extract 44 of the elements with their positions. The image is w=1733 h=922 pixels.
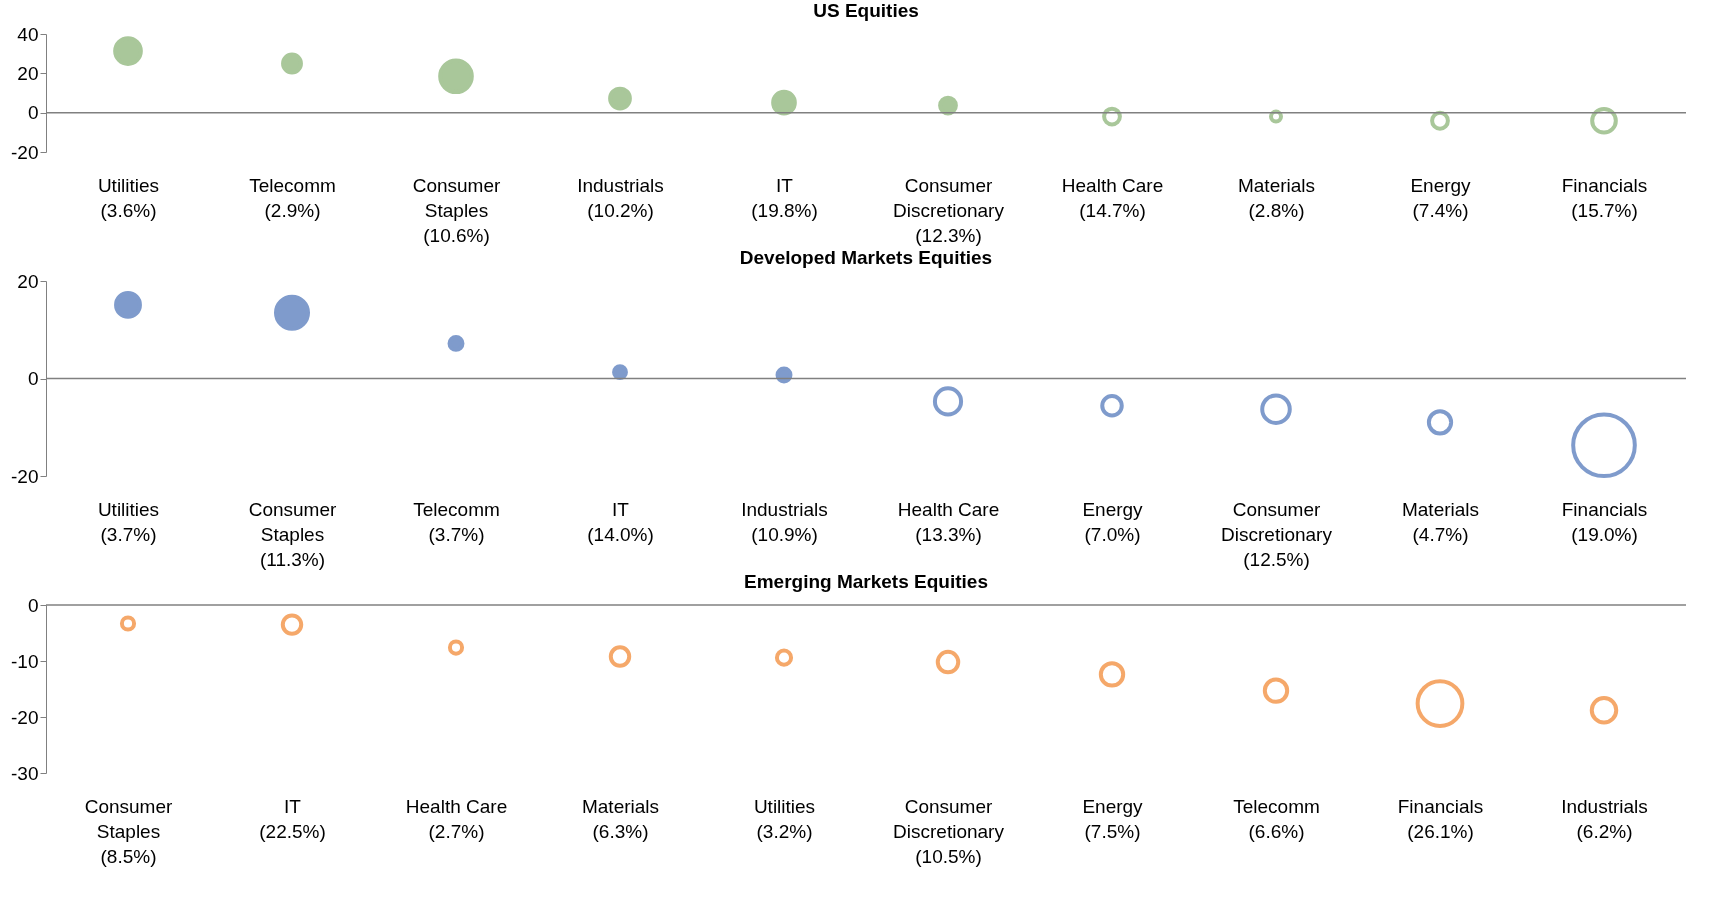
x-tick-label: Utilities (3.7%)	[97, 498, 160, 545]
x-tick-label: IT (14.0%)	[587, 498, 654, 545]
x-tick-label: Energy (7.0%)	[1082, 498, 1144, 545]
x-tick-label: Consumer Discretionary (10.5%)	[893, 795, 1005, 867]
y-tick-label: 20	[17, 270, 39, 292]
x-tick-label: Industrials (10.2%)	[577, 174, 664, 221]
x-tick-label: Energy (7.5%)	[1082, 795, 1144, 842]
x-tick-label: Utilities (3.6%)	[97, 174, 160, 221]
y-tick-label: -20	[11, 141, 39, 163]
x-tick-label: Industrials (6.2%)	[1561, 795, 1648, 842]
y-tick-label: -30	[11, 762, 39, 784]
y-tick-label: 0	[27, 368, 39, 389]
x-tick-label: Materials (6.3%)	[581, 795, 660, 842]
x-tick-label: IT (22.5%)	[259, 795, 326, 842]
x-tick-label: Consumer Staples (10.6%)	[412, 174, 501, 246]
x-tick-label: Consumer Staples (11.3%)	[248, 498, 337, 570]
y-tick-label: 20	[17, 62, 39, 84]
y-tick-label: 0	[27, 102, 39, 124]
x-tick-label: Telecomm (2.9%)	[249, 174, 336, 221]
y-tick-label: -20	[11, 706, 39, 728]
x-tick-label: Energy (7.4%)	[1410, 174, 1472, 221]
x-tick-label: Telecomm (3.7%)	[413, 498, 500, 545]
x-tick-label: Financials (15.7%)	[1561, 174, 1648, 221]
x-tick-label: Utilities (3.2%)	[753, 795, 816, 842]
x-tick-label: Consumer Discretionary (12.3%)	[893, 174, 1005, 246]
x-tick-label: Consumer Discretionary (12.5%)	[1221, 498, 1333, 570]
chart-title: Emerging Markets Equities	[744, 571, 988, 592]
chart-title: US Equities	[813, 0, 919, 21]
x-tick-label: Materials (2.8%)	[1237, 174, 1316, 221]
x-tick-label: IT (19.8%)	[751, 174, 818, 221]
x-tick-label: Health Care (14.7%)	[1061, 174, 1164, 221]
y-tick-label: -10	[11, 650, 39, 672]
y-tick-label: -20	[11, 465, 39, 487]
y-tick-label: 40	[17, 23, 39, 45]
x-tick-label: Consumer Staples (8.5%)	[84, 795, 173, 867]
y-tick-label: 0	[27, 594, 39, 616]
x-tick-label: Materials (4.7%)	[1401, 498, 1480, 545]
chart-title: Developed Markets Equities	[739, 247, 993, 268]
x-tick-label: Health Care (2.7%)	[405, 795, 508, 842]
x-tick-label: Industrials (10.9%)	[741, 498, 828, 545]
x-tick-label: Financials (26.1%)	[1397, 795, 1484, 842]
x-tick-label: Financials (19.0%)	[1561, 498, 1648, 545]
x-tick-label: Health Care (13.3%)	[897, 498, 1000, 545]
x-tick-label: Telecomm (6.6%)	[1233, 795, 1320, 842]
